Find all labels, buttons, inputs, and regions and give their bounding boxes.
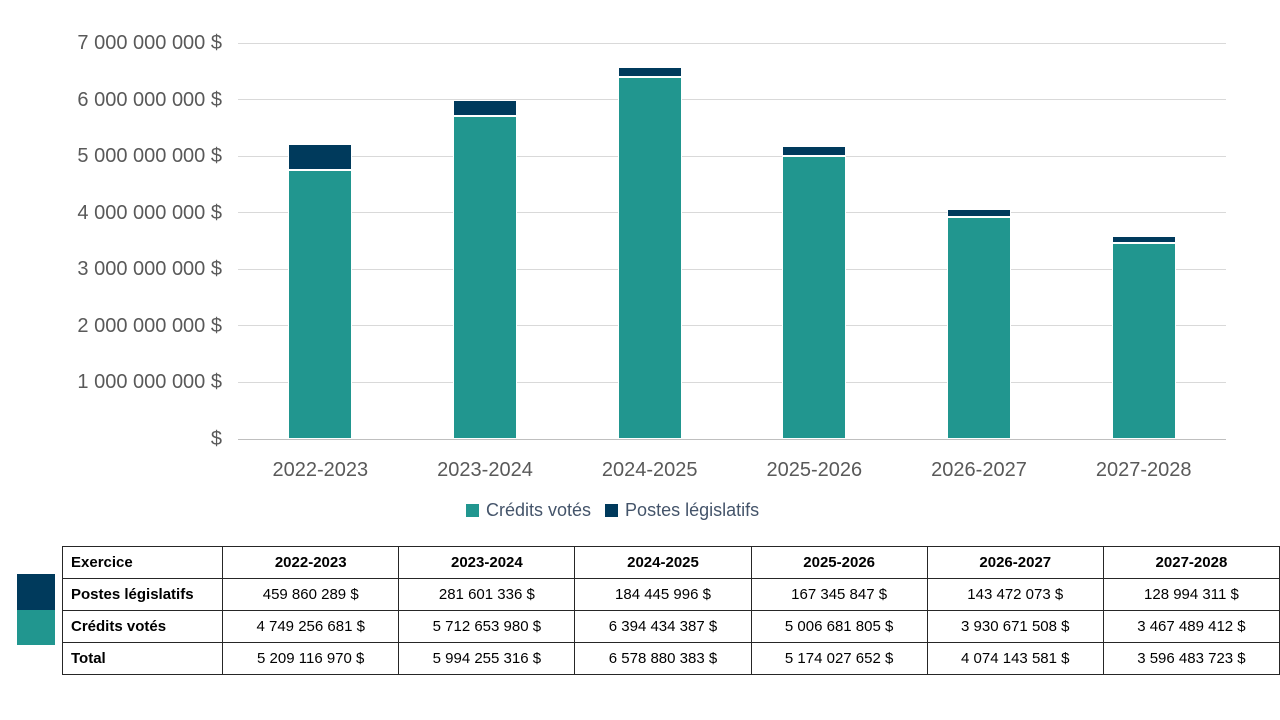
- x-axis-category-label: 2022-2023: [272, 459, 369, 481]
- legend-label-credits-votes: Crédits votés: [486, 500, 592, 520]
- gridline-4: [238, 212, 1226, 214]
- gridline-0: [238, 438, 1226, 440]
- table-row-postes-legislatifs: Postes législatifs 459 860 289 $ 281 601…: [61, 578, 1280, 611]
- bar-segment-postes-legislatifs: [782, 146, 847, 156]
- bar-segment-postes-legislatifs: [453, 99, 517, 116]
- table-cell: 6 394 434 387 $: [574, 610, 752, 643]
- table-cell: 5 994 255 316 $: [398, 642, 576, 675]
- bar-segment-postes-legislatifs: [288, 144, 353, 171]
- bar-segment-credits-votes: [947, 216, 1011, 439]
- bar-segment-credits-votes: [453, 115, 517, 439]
- row-label-postes-legislatifs: Postes législatifs: [61, 578, 224, 611]
- table-cell: 143 472 073 $: [926, 578, 1104, 611]
- y-axis-tick-label: 4 000 000 000 $: [77, 201, 222, 224]
- table-cell: 5 174 027 652 $: [750, 642, 928, 675]
- y-axis-tick-label: $: [210, 428, 222, 450]
- table-row-total: Total 5 209 116 970 $ 5 994 255 316 $ 6 …: [61, 642, 1280, 675]
- table-cell: 281 601 336 $: [398, 578, 576, 611]
- bar-segment-postes-legislatifs: [947, 208, 1011, 217]
- table-header-row: Exercice 2022-2023 2023-2024 2024-2025 2…: [61, 546, 1280, 579]
- gridline-6: [238, 99, 1226, 101]
- gridline-7: [238, 42, 1226, 44]
- table-row-credits-votes: Crédits votés 4 749 256 681 $ 5 712 653 …: [61, 610, 1280, 643]
- table-cell: 167 345 847 $: [750, 578, 928, 611]
- gridline-3: [238, 268, 1226, 270]
- bar-segment-credits-votes: [617, 77, 682, 439]
- table-series-swatch-postes-legislatifs-icon: [17, 574, 55, 610]
- x-axis-category-label: 2023-2024: [437, 459, 533, 481]
- table-cell: 3 596 483 723 $: [1102, 642, 1280, 675]
- table-cell: 3 467 489 412 $: [1102, 610, 1280, 643]
- gridline-1: [238, 381, 1226, 383]
- y-axis-tick-label: 7 000 000 000 $: [77, 32, 222, 54]
- bar-segment-credits-votes: [782, 155, 847, 439]
- chart-legend: Crédits votés Postes législatifs: [466, 500, 759, 521]
- table-cell: 459 860 289 $: [222, 578, 400, 611]
- budget-data-table: Exercice 2022-2023 2023-2024 2024-2025 2…: [61, 546, 1280, 675]
- table-header-2024-2025: 2024-2025: [574, 546, 752, 579]
- x-axis-category-label: 2026-2027: [931, 459, 1027, 481]
- x-axis-category-label: 2027-2028: [1095, 459, 1192, 481]
- table-series-swatch-credits-votes-icon: [17, 610, 55, 645]
- table-header-2022-2023: 2022-2023: [222, 546, 400, 579]
- y-axis-tick-label: 3 000 000 000 $: [77, 258, 222, 281]
- table-cell: 5 209 116 970 $: [222, 642, 400, 675]
- legend-item-credits-votes: Crédits votés: [466, 500, 591, 521]
- table-cell: 4 074 143 581 $: [926, 642, 1104, 675]
- row-label-credits-votes: Crédits votés: [61, 610, 224, 643]
- table-cell: 184 445 996 $: [574, 578, 752, 611]
- table-cell: 5 712 653 980 $: [398, 610, 576, 643]
- table-cell: 4 749 256 681 $: [222, 610, 400, 643]
- y-axis-tick-label: 5 000 000 000 $: [77, 145, 222, 168]
- bar-segment-postes-legislatifs: [617, 66, 682, 78]
- table-header-2023-2024: 2023-2024: [398, 546, 576, 579]
- table-header-2027-2028: 2027-2028: [1102, 546, 1280, 579]
- y-axis-tick-label: 6 000 000 000 $: [77, 88, 222, 111]
- row-label-total: Total: [61, 642, 224, 675]
- table-cell: 6 578 880 383 $: [574, 642, 752, 675]
- table-header-2026-2027: 2026-2027: [926, 546, 1104, 579]
- legend-swatch-credits-votes-icon: [466, 504, 479, 517]
- gridline-5: [238, 155, 1226, 157]
- table-cell: 3 930 671 508 $: [926, 610, 1104, 643]
- y-axis-tick-label: 2 000 000 000 $: [77, 314, 222, 337]
- table-cell: 128 994 311 $: [1102, 578, 1280, 611]
- stacked-bar-chart: $1 000 000 000 $ 2 000 000 000 $ 3 000 000…: [77, 32, 1226, 481]
- table-cell: 5 006 681 805 $: [750, 610, 928, 643]
- x-axis-category-label: 2024-2025: [601, 459, 698, 481]
- table-header-exercice: Exercice: [61, 546, 224, 579]
- x-axis-category-label: 2025-2026: [766, 459, 863, 481]
- bar-segment-credits-votes: [288, 170, 353, 439]
- bar-segment-postes-legislatifs: [1111, 235, 1176, 243]
- legend-label-postes-legislatifs: Postes législatifs: [625, 500, 760, 520]
- table-header-2025-2026: 2025-2026: [750, 546, 928, 579]
- legend-item-postes-legislatifs: Postes législatifs: [605, 500, 759, 521]
- y-axis-tick-label: 1 000 000 000 $: [77, 371, 222, 394]
- bar-segment-credits-votes: [1111, 242, 1176, 439]
- legend-swatch-postes-legislatifs-icon: [605, 504, 619, 517]
- gridline-2: [238, 325, 1226, 327]
